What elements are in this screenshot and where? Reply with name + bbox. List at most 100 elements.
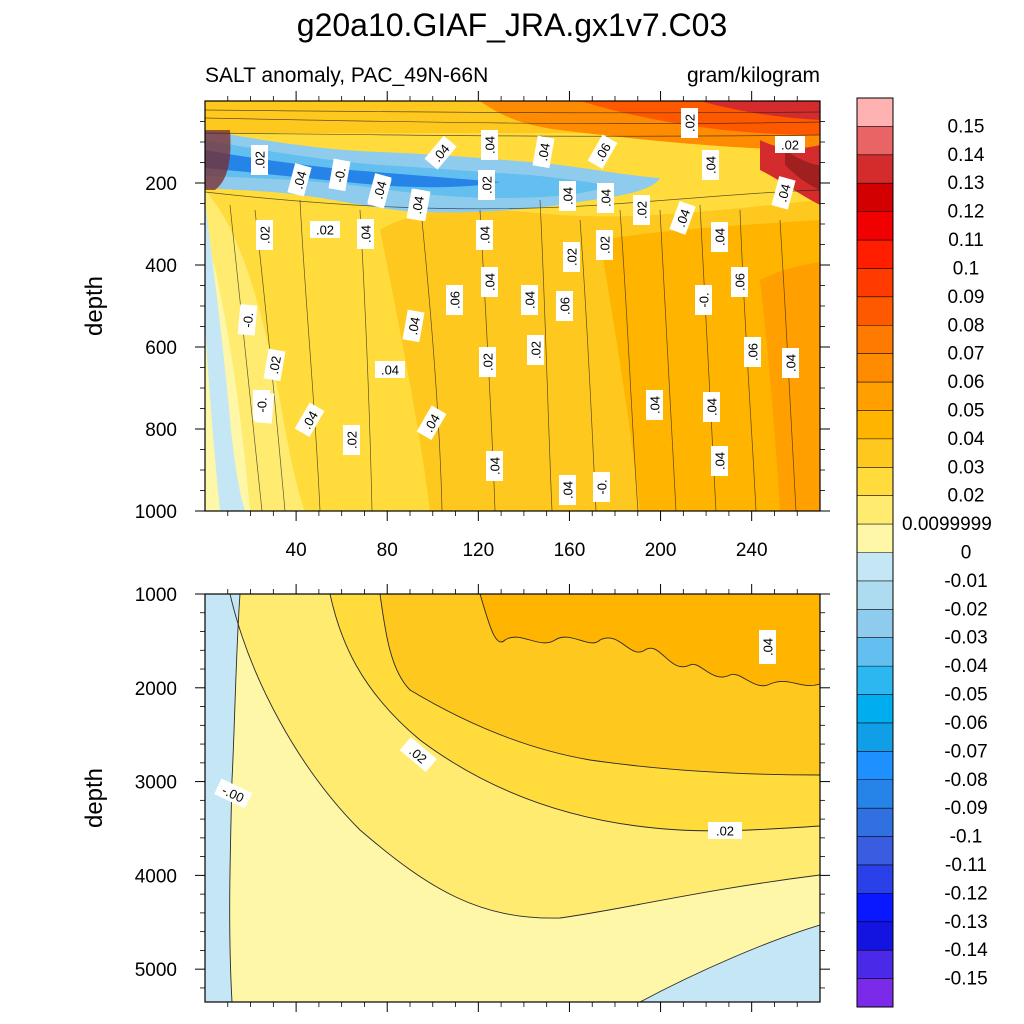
upper-y-tick-label: 200 xyxy=(145,174,177,195)
colorbar-level-label: -0.05 xyxy=(944,685,987,706)
upper-contour-label: .02 xyxy=(479,347,496,377)
contour-label-bg xyxy=(782,348,799,378)
upper-contour-label: .02 xyxy=(263,348,286,382)
contour-label-bg xyxy=(681,108,698,138)
contour-label-bg xyxy=(771,176,796,210)
lower-y-axis: 1000 2000 3000 4000 5000 xyxy=(135,585,830,989)
contour-label-text: .04 xyxy=(370,179,389,200)
contour-label-bg xyxy=(399,737,437,773)
colorbar: 0.15 0.14 0.13 0.12 0.11 0.1 0.09 0.08 0.07 0.06 0… xyxy=(856,97,992,1008)
colorbar-level-label: 0.02 xyxy=(948,486,985,507)
upper-contour-label: .04 xyxy=(782,348,799,378)
colorbar-level-label: 0.08 xyxy=(948,315,985,336)
upper-contour-label: .02 xyxy=(563,242,580,272)
contour-label-text: .04 xyxy=(704,156,719,174)
contour-label-bg xyxy=(263,348,286,382)
contour-label-text: .04 xyxy=(381,363,399,378)
contour-label-bg xyxy=(708,822,742,839)
contour-label-bg xyxy=(402,309,425,343)
lower-contour-label: .04 xyxy=(759,630,776,664)
contour-label-text: -0. xyxy=(595,479,610,494)
contour-label-bg xyxy=(521,285,538,315)
contour-label-bg xyxy=(287,163,312,197)
colorbar-swatch xyxy=(857,353,893,383)
contour-label-text: .02 xyxy=(529,341,544,359)
upper-contour-label: .06 xyxy=(587,134,618,169)
colorbar-swatch xyxy=(857,154,893,184)
contour-label-bg xyxy=(711,446,728,476)
contour-label-text: -0. xyxy=(240,312,256,328)
colorbar-swatch xyxy=(857,410,893,440)
colorbar-level-label: 0.03 xyxy=(948,457,985,478)
contour-label-text: .04 xyxy=(774,182,793,203)
lower-contour-field xyxy=(205,594,820,1002)
contour-label-text: .02 xyxy=(480,176,495,194)
colorbar-level-label: 0.04 xyxy=(948,429,985,450)
colorbar-swatch xyxy=(857,950,893,980)
colorbar-swatch xyxy=(857,921,893,951)
upper-x-tick-label: 160 xyxy=(554,540,586,561)
contour-label-bg xyxy=(597,183,614,213)
subtitle-left: SALT anomaly, PAC_49N-66N xyxy=(205,64,488,87)
colorbar-level-label: 0.14 xyxy=(948,145,985,166)
colorbar-swatch xyxy=(857,382,893,411)
colorbar-swatch xyxy=(857,722,893,752)
contour-label-bg xyxy=(446,285,463,315)
colorbar-level-label: 0.0099999 xyxy=(902,514,992,535)
contour-label-bg xyxy=(563,242,580,272)
upper-contour-label: .04 xyxy=(287,163,312,197)
colorbar-level-label: 0.05 xyxy=(948,400,985,421)
lower-contour-label: .02 xyxy=(708,822,742,839)
lower-y-tick-label: 2000 xyxy=(135,679,177,700)
contour-label-bg xyxy=(759,630,776,664)
upper-y-axis-label: depth xyxy=(81,276,108,336)
colorbar-level-label: -0.12 xyxy=(944,883,987,904)
contour-label-bg xyxy=(703,392,720,422)
colorbar-swatch xyxy=(857,552,893,582)
upper-contour-label: .04 xyxy=(486,451,503,481)
colorbar-swatch xyxy=(857,325,893,355)
colorbar-swatch xyxy=(857,211,893,241)
upper-contour-label: .02 xyxy=(310,221,340,238)
contour-label-text: .04 xyxy=(713,452,728,470)
colorbar-level-label: -0.03 xyxy=(944,628,987,649)
upper-contour-label: .02 xyxy=(343,425,360,455)
contour-label-bg xyxy=(424,135,457,170)
contour-label-text: .04 xyxy=(405,316,423,336)
upper-contour-label: .04 xyxy=(597,183,614,213)
contour-label-bg xyxy=(596,230,613,260)
contour-label-text: .04 xyxy=(359,225,374,243)
contour-label-text: .02 xyxy=(316,223,334,238)
upper-contour-label: .04 xyxy=(711,446,728,476)
upper-contour-label: .04 xyxy=(402,309,425,343)
contour-label-text: .02 xyxy=(716,824,734,839)
contour-label-text: .04 xyxy=(784,354,799,372)
colorbar-swatch xyxy=(857,240,893,269)
contour-label-bg xyxy=(587,134,618,169)
colorbar-swatch xyxy=(857,183,893,213)
colorbar-swatch xyxy=(857,864,893,894)
colorbar-level-label: 0.12 xyxy=(948,202,985,223)
upper-x-axis: 40 80 120 160 200 240 xyxy=(227,91,798,561)
upper-x-tick-label: 80 xyxy=(377,540,398,561)
colorbar-swatch xyxy=(857,495,893,525)
colorbar-swatch xyxy=(857,978,893,1008)
contour-label-bg xyxy=(559,475,576,505)
contour-label-text: .04 xyxy=(648,396,663,414)
contour-label-text: .04 xyxy=(705,398,720,416)
upper-contour-label: -0. xyxy=(593,472,610,502)
upper-contour-label: -0. xyxy=(695,285,712,315)
contour-label-text: .02 xyxy=(253,151,268,169)
colorbar-swatch xyxy=(857,836,893,866)
lower-x-axis xyxy=(227,584,798,1012)
lower-y-tick-label: 4000 xyxy=(135,866,177,887)
colorbar-level-label: -0.1 xyxy=(950,827,983,848)
colorbar-level-label: 0.1 xyxy=(953,258,979,279)
upper-x-tick-label: 40 xyxy=(286,540,307,561)
upper-contour-label: .04 xyxy=(559,181,576,211)
contour-label-text: .02 xyxy=(258,226,273,244)
contour-label-text: -0. xyxy=(331,166,348,184)
colorbar-level-label: -0.09 xyxy=(944,798,987,819)
